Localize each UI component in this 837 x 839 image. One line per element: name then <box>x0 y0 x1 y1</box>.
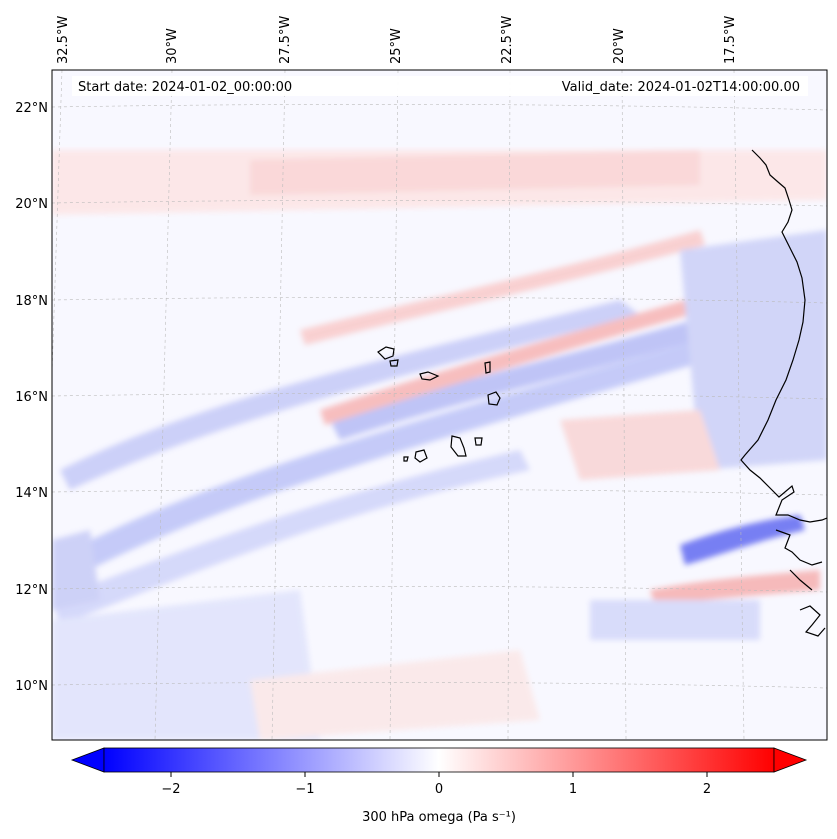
header-bar <box>72 76 808 96</box>
lat-label: 12°N <box>15 583 48 598</box>
positive-omega-region <box>560 410 720 480</box>
lon-label: 20°W <box>612 28 627 64</box>
island-sal <box>484 361 491 374</box>
positive-omega-region <box>250 650 540 740</box>
omega-field <box>52 150 827 740</box>
colorbar-tick-label: 0 <box>435 782 443 797</box>
map-panel: Start date: 2024-01-02_00:00:00 Valid_da… <box>52 70 827 740</box>
negative-omega-band <box>330 300 770 440</box>
africa-coastline-south <box>775 529 826 637</box>
gridlines <box>52 70 827 740</box>
island-boa-vista <box>487 391 501 406</box>
island-santo-antao <box>377 346 395 360</box>
colorbar-tick-label: −2 <box>161 782 180 797</box>
colorbar-tick-label: −1 <box>295 782 314 797</box>
colorbar-tick-label: 1 <box>569 782 577 797</box>
colorbar-tick-label: 2 <box>703 782 711 797</box>
island-santiago <box>450 435 467 457</box>
lat-label: 14°N <box>15 486 48 501</box>
lat-label: 18°N <box>15 294 48 309</box>
longitude-labels: 32.5°W 30°W 27.5°W 25°W 22.5°W 20°W 17.5… <box>56 16 738 64</box>
negative-omega-region <box>52 590 320 740</box>
negative-omega-band <box>52 450 530 625</box>
lon-label: 27.5°W <box>278 16 293 64</box>
negative-omega-region <box>680 230 827 470</box>
lon-label: 22.5°W <box>500 16 515 64</box>
start-date-label: Start date: 2024-01-02_00:00:00 <box>78 80 292 95</box>
negative-omega-region <box>590 600 760 640</box>
colorbar-extend-min <box>70 747 105 773</box>
island-brava <box>403 456 409 462</box>
negative-omega-region <box>52 530 100 610</box>
island-sao-vicente <box>389 359 399 367</box>
coastlines <box>377 149 827 637</box>
lat-label: 20°N <box>15 197 48 212</box>
island-fogo <box>414 449 428 463</box>
island-sao-nicolau <box>419 371 440 381</box>
lon-label: 30°W <box>165 28 180 64</box>
map-frame <box>51 69 828 741</box>
lon-label: 32.5°W <box>56 16 71 64</box>
colorbar-title: 300 hPa omega (Pa s⁻¹) <box>362 810 516 825</box>
positive-omega-band <box>300 230 705 345</box>
colorbar: −2 −1 0 1 2 300 hPa omega (Pa s⁻¹) <box>70 747 808 825</box>
lon-label: 25°W <box>389 28 404 64</box>
colorbar-body <box>103 747 775 773</box>
lat-label: 22°N <box>15 101 48 116</box>
colorbar-ticks <box>170 772 708 777</box>
lat-label: 10°N <box>15 679 48 694</box>
strong-negative-omega <box>680 515 805 565</box>
valid-date-label: Valid_date: 2024-01-02T14:00:00.00 <box>562 80 800 95</box>
africa-coastline <box>740 149 827 523</box>
positive-omega-region <box>650 570 820 605</box>
colorbar-extend-max <box>773 747 808 773</box>
lat-label: 16°N <box>15 390 48 405</box>
island-maio <box>474 437 483 446</box>
lon-label: 17.5°W <box>723 16 738 64</box>
negative-omega-band <box>60 300 640 490</box>
negative-omega-band <box>52 340 710 585</box>
positive-omega-region <box>250 150 700 195</box>
latitude-labels: 22°N 20°N 18°N 16°N 14°N 12°N 10°N <box>15 101 48 694</box>
